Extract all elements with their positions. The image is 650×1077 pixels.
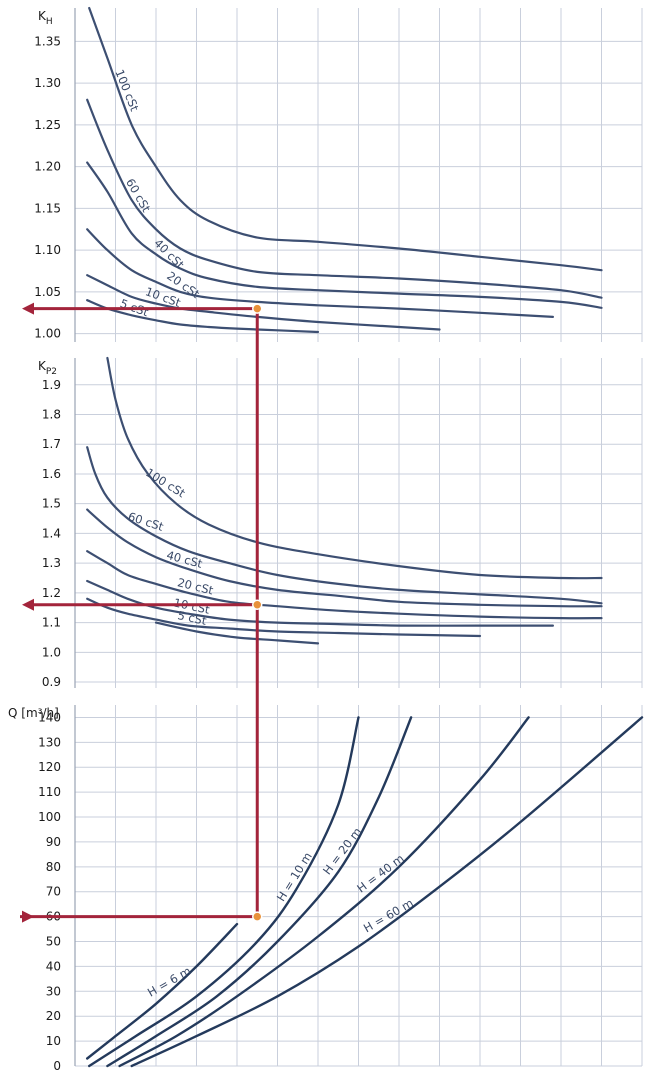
series-label: H = 60 m [361, 896, 416, 936]
series-line-10-cst [86, 274, 441, 331]
series-line-60-cst [86, 446, 603, 605]
series-line-h-6-m [86, 922, 239, 1060]
series-label: H = 6 m [145, 964, 193, 1000]
y-tick-label: 10 [46, 1034, 61, 1048]
y-tick-label: 1.5 [42, 497, 61, 511]
series-label: 60 cSt [123, 176, 154, 215]
y-tick-label: 140 [38, 710, 61, 724]
reading-marker [252, 303, 263, 314]
y-tick-label: 1.10 [34, 243, 61, 257]
series-line-10-cst [86, 579, 554, 627]
panel-1: 1.35 1.30 1.25 1.20 1.15 1.10 1.05 1.00 KH 100 cS… [34, 6, 643, 342]
y-tick-label: 1.6 [42, 467, 61, 481]
y-tick-label: 40 [46, 959, 61, 973]
series-line-h-60-m [130, 716, 644, 1068]
y-tick-label: 1.8 [42, 407, 61, 421]
y-tick-label: 120 [38, 760, 61, 774]
kh-arrow-icon [22, 302, 34, 315]
y-tick-label: 1.0 [42, 645, 61, 659]
y-tick-label: 1.9 [42, 378, 61, 392]
y-tick-label: 30 [46, 984, 61, 998]
y-tick-label: 0 [53, 1059, 61, 1073]
y-tick-label: 100 [38, 810, 61, 824]
y-tick-label: 1.4 [42, 526, 61, 540]
y-tick-label: 1.00 [34, 327, 61, 341]
y-tick-label: 130 [38, 735, 61, 749]
y-tick-label: 1.15 [34, 201, 61, 215]
y-tick-label: 1.2 [42, 586, 61, 600]
series-line-60-cst [86, 98, 603, 299]
series-line-100-cst [106, 356, 603, 580]
y-tick-label: 1.1 [42, 616, 61, 630]
series-line-20-cst [86, 228, 554, 318]
series-line-h-20-m [106, 716, 413, 1068]
series-line-unlabeled [154, 621, 320, 645]
series-line-40-cst [86, 161, 603, 309]
series-line-h-10-m [88, 716, 360, 1068]
reading-guides [20, 302, 263, 923]
y-tick-label: 1.30 [34, 76, 61, 90]
y-tick-label: 0.9 [42, 675, 61, 689]
y-tick-label: 1.3 [42, 556, 61, 570]
y-tick-label: 1.7 [42, 437, 61, 451]
series-line-100-cst [88, 6, 603, 272]
series-line-20-cst [86, 550, 603, 620]
reading-marker [252, 911, 263, 922]
y-tick-label: 1.35 [34, 34, 61, 48]
reading-marker [252, 599, 263, 611]
y-tick-label: 90 [46, 835, 61, 849]
y-tick-label: 80 [46, 860, 61, 874]
series-line-5-cst [86, 299, 320, 334]
series-line-40-cst [86, 508, 603, 608]
y-axis-title: KP2 [38, 359, 57, 377]
y-tick-label: 1.05 [34, 285, 61, 299]
panel-2: 1.91.81.71.61.51.41.31.21.11.00.9KP2100 … [38, 356, 643, 689]
series-line-h-40-m [118, 716, 530, 1068]
series-line-5-cst [86, 597, 482, 638]
y-axis-title: Q [m³/h] [8, 706, 59, 720]
y-tick-label: 1.25 [34, 118, 61, 132]
series-label: 5 cSt [176, 608, 208, 628]
series-label: H = 10 m [274, 850, 315, 904]
y-axis-title: KH [38, 9, 53, 27]
y-tick-label: 110 [38, 785, 61, 799]
y-tick-label: 70 [46, 885, 61, 899]
kp2-arrow-icon [22, 598, 34, 611]
y-tick-label: 20 [46, 1009, 61, 1023]
series-label: 100 cSt [112, 67, 142, 113]
q-arrow-icon [22, 910, 34, 923]
y-tick-label: 1.20 [34, 160, 61, 174]
y-tick-label: 50 [46, 935, 61, 949]
